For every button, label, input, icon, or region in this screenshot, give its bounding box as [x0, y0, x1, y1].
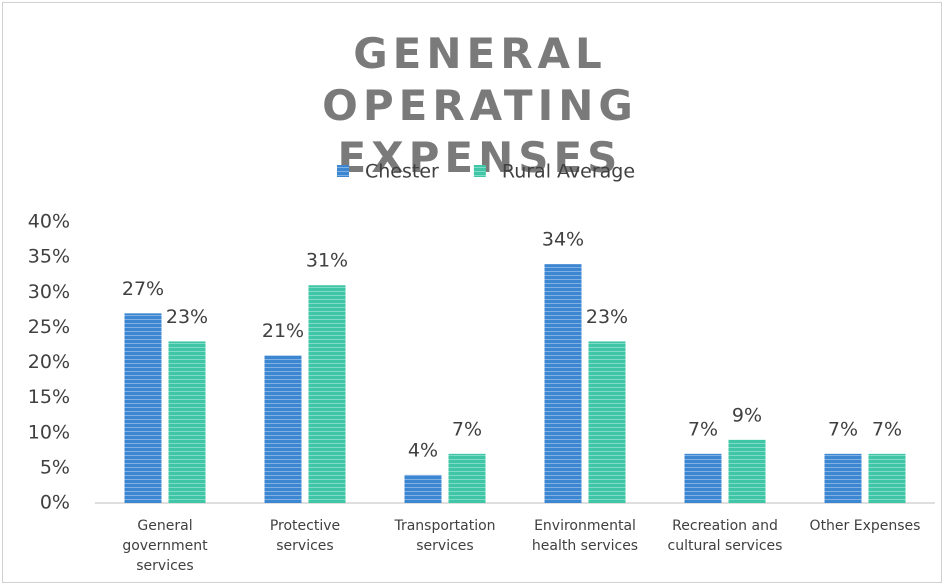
value-label: 7%	[688, 418, 718, 440]
legend-swatch	[337, 165, 349, 177]
value-label: 9%	[732, 404, 762, 426]
bar	[124, 313, 162, 503]
y-tick-label: 25%	[28, 316, 70, 338]
value-label: 7%	[872, 418, 902, 440]
value-label: 21%	[262, 320, 304, 342]
bar	[588, 341, 626, 503]
bar	[728, 439, 766, 503]
bar	[308, 285, 346, 503]
value-label: 4%	[408, 439, 438, 461]
x-tick-label: Transportation services	[394, 518, 496, 554]
value-label: 23%	[586, 306, 628, 328]
y-tick-label: 30%	[28, 281, 70, 303]
bar	[448, 453, 486, 503]
y-tick-label: 20%	[28, 351, 70, 373]
value-label: 34%	[542, 229, 584, 251]
value-label: 31%	[306, 250, 348, 272]
bar	[264, 355, 302, 503]
y-tick-label: 5%	[40, 456, 70, 478]
legend-label: Chester	[365, 161, 439, 183]
y-tick-label: 35%	[28, 246, 70, 268]
legend-label: Rural Average	[502, 161, 635, 183]
y-tick-label: 40%	[28, 211, 70, 233]
y-tick-label: 15%	[28, 386, 70, 408]
bar	[868, 453, 906, 503]
x-tick-label: Recreation and cultural services	[667, 518, 783, 554]
x-tick-label: Other Expenses	[809, 518, 921, 534]
bar	[684, 453, 722, 503]
x-tick-label: Protective services	[269, 518, 341, 554]
value-label: 27%	[122, 278, 164, 300]
x-tick-label: General government services	[122, 518, 208, 574]
value-label: 7%	[452, 418, 482, 440]
x-tick-label: Environmental health services	[531, 518, 639, 554]
legend-swatch	[473, 165, 486, 177]
y-tick-label: 10%	[28, 421, 70, 443]
bar	[404, 474, 442, 503]
bar	[824, 453, 862, 503]
chart-title: GENERAL OPERATING EXPENSES	[322, 29, 638, 182]
y-tick-label: 0%	[40, 492, 70, 514]
bar	[168, 341, 206, 503]
value-label: 23%	[166, 306, 208, 328]
bar	[544, 264, 582, 503]
value-label: 7%	[828, 418, 858, 440]
